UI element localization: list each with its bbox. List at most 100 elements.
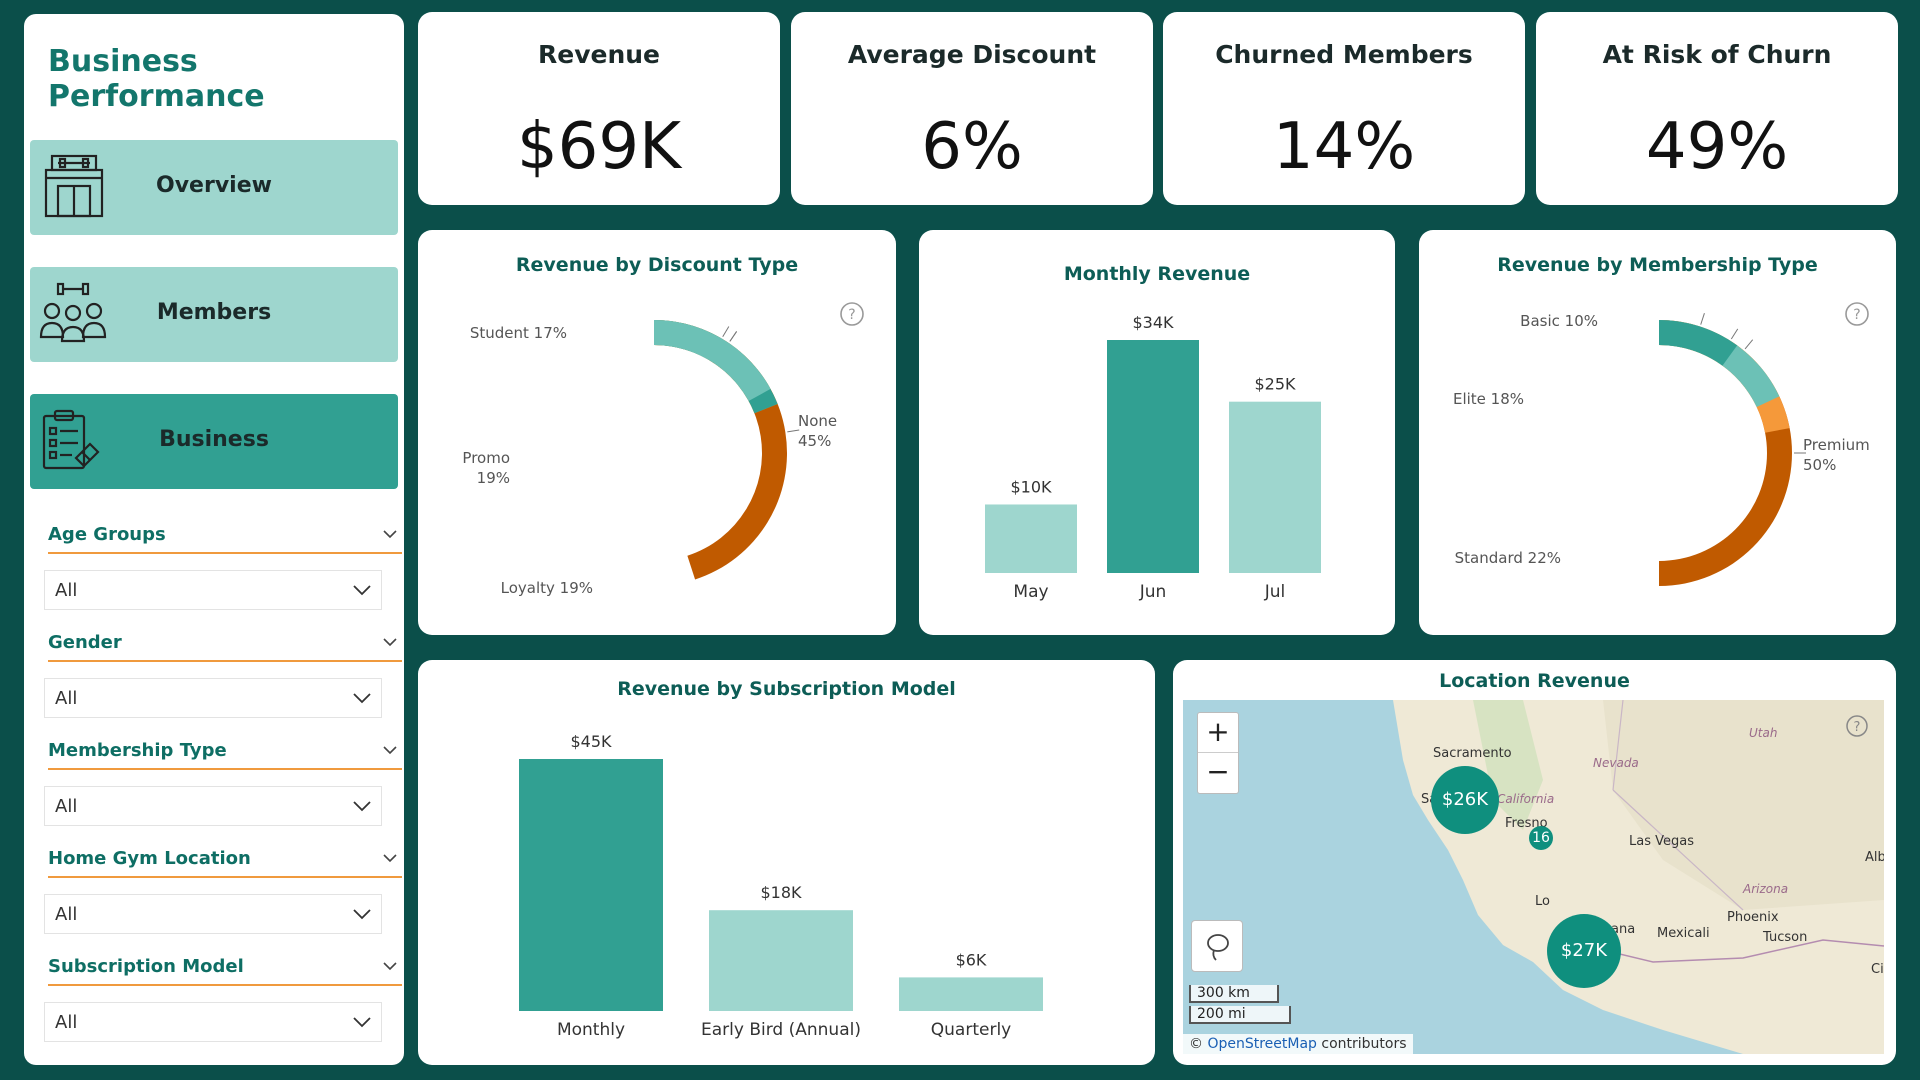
kpi-value: 14% <box>1272 110 1416 184</box>
filter-age-groups-select[interactable]: All <box>44 570 382 610</box>
svg-text:?: ? <box>848 307 855 323</box>
attribution-prefix: © <box>1189 1036 1203 1052</box>
category-axis-label: Monthly <box>557 1020 625 1040</box>
chevron-down-icon <box>383 638 397 647</box>
zoom-out-button[interactable]: − <box>1206 755 1230 788</box>
bar-quarterly[interactable] <box>899 977 1043 1011</box>
subscription-model-chart-card: Revenue by Subscription Model $45K Monthl… <box>418 660 1155 1065</box>
filter-gender-select[interactable]: All <box>44 678 382 718</box>
donut-data-label: Elite 18% <box>1453 390 1524 408</box>
bar-data-label: $6K <box>956 950 987 969</box>
members-icon <box>39 282 107 343</box>
donut-data-label: Premium 50% <box>1803 436 1870 474</box>
bar-early-bird-annual-[interactable] <box>709 910 853 1011</box>
filter-subscription-model-header[interactable]: Subscription Model <box>48 956 402 986</box>
zoom-in-button[interactable]: + <box>1198 713 1238 753</box>
membership-donut-chart: Premium 50% Standard 22% Elite 18% Basic 10% <box>1453 312 1870 586</box>
nav-business-button[interactable]: Business <box>30 394 398 489</box>
svg-text:?: ? <box>1853 307 1860 323</box>
chevron-down-icon <box>353 1017 371 1028</box>
map-region-label: Nevada <box>1593 756 1639 770</box>
chart-title: Monthly Revenue <box>1063 263 1251 285</box>
donut-data-label: Student 17% <box>470 324 567 342</box>
filter-membership-type-label: Membership Type <box>48 740 227 761</box>
donut-slice-student[interactable] <box>654 320 771 401</box>
chevron-down-icon <box>353 585 371 596</box>
leader-line <box>729 331 738 342</box>
filter-subscription-model-label: Subscription Model <box>48 956 244 977</box>
donut-slice-basic[interactable] <box>1659 320 1738 366</box>
filter-membership-type-header[interactable]: Membership Type <box>48 740 402 770</box>
donut-data-label: Basic 10% <box>1520 312 1598 330</box>
donut-data-label: Promo 19% <box>462 449 510 487</box>
filter-age-groups-label: Age Groups <box>48 524 166 545</box>
chevron-down-icon <box>383 854 397 863</box>
category-axis-label: May <box>1013 582 1048 602</box>
leader-line <box>1700 313 1705 325</box>
chart-title: Revenue by Discount Type <box>515 254 799 276</box>
discount-donut-chart: None 45% Loyalty 19% Promo 19% Student 17% <box>462 320 837 597</box>
map-region-label: Arizona <box>1743 882 1789 896</box>
leader-line <box>722 326 730 338</box>
kpi-average-discount-card: Average Discount 6% <box>791 12 1153 205</box>
map-bubble-26k[interactable]: $26K <box>1431 766 1499 834</box>
help-icon[interactable]: ? <box>1843 300 1871 328</box>
map-zoom-controls: + − <box>1197 712 1239 794</box>
nav-overview-label: Overview <box>156 173 272 198</box>
bar-jun[interactable] <box>1107 340 1199 573</box>
filter-gender-header[interactable]: Gender <box>48 632 402 662</box>
kpi-at-risk-of-churn-card: At Risk of Churn 49% <box>1536 12 1898 205</box>
filter-age-groups-value: All <box>55 580 78 601</box>
subscription-bar-chart: $45K Monthly $18K Early Bird (Annual) $6K Qua… <box>519 732 1043 1040</box>
filter-subscription-model-select[interactable]: All <box>44 1002 382 1042</box>
attribution-suffix: contributors <box>1321 1036 1407 1052</box>
chevron-down-icon <box>353 909 371 920</box>
filter-home-gym-location-header[interactable]: Home Gym Location <box>48 848 402 878</box>
nav-overview-button[interactable]: Overview <box>30 140 398 235</box>
kpi-churned-members-card: Churned Members 14% <box>1163 12 1525 205</box>
chevron-down-icon <box>383 530 397 539</box>
bar-data-label: $45K <box>570 732 612 751</box>
map-bubble-16[interactable]: 16 <box>1529 826 1553 850</box>
map-canvas[interactable]: Sacramento San Fresno Las Vegas Phoenix … <box>1183 700 1884 1054</box>
map-place-label: Las Vegas <box>1629 834 1694 849</box>
help-icon[interactable]: ? <box>838 300 866 328</box>
filter-home-gym-location-select[interactable]: All <box>44 894 382 934</box>
gym-building-icon <box>44 154 104 218</box>
leader-line <box>1744 339 1754 350</box>
chart-title: Revenue by Membership Type <box>1497 254 1818 276</box>
map-place-label: Mexicali <box>1657 926 1710 941</box>
help-icon[interactable]: ? <box>1843 712 1871 740</box>
business-clipboard-icon <box>42 409 100 470</box>
category-axis-label: Quarterly <box>931 1020 1011 1040</box>
map-region-label: Utah <box>1749 726 1778 740</box>
map-place-label: Phoenix <box>1727 910 1779 925</box>
filter-home-gym-location-value: All <box>55 904 78 925</box>
chart-title: Revenue by Subscription Model <box>617 678 956 700</box>
nav-members-button[interactable]: Members <box>30 267 398 362</box>
lasso-select-button[interactable] <box>1191 920 1243 972</box>
filter-age-groups-header[interactable]: Age Groups <box>48 524 402 554</box>
nav-business-label: Business <box>159 427 269 452</box>
chart-title: Location Revenue <box>1439 670 1630 692</box>
map-bubble-27k[interactable]: $27K <box>1547 914 1621 988</box>
bar-data-label: $34K <box>1132 313 1174 332</box>
donut-data-label: Loyalty 19% <box>501 579 593 597</box>
kpi-title: At Risk of Churn <box>1602 40 1832 69</box>
bar-data-label: $18K <box>760 883 802 902</box>
openstreetmap-link[interactable]: OpenStreetMap <box>1207 1036 1317 1052</box>
kpi-title: Churned Members <box>1215 40 1473 69</box>
bar-jul[interactable] <box>1229 401 1321 573</box>
filter-membership-type-value: All <box>55 796 78 817</box>
bar-monthly[interactable] <box>519 759 663 1011</box>
filter-membership-type-select[interactable]: All <box>44 786 382 826</box>
donut-data-label: Standard 22% <box>1455 549 1561 567</box>
kpi-revenue-card: Revenue $69K <box>418 12 780 205</box>
map-attribution: © OpenStreetMap contributors <box>1183 1034 1413 1054</box>
bar-may[interactable] <box>985 504 1077 573</box>
bar-data-label: $25K <box>1254 375 1296 394</box>
chevron-down-icon <box>383 962 397 971</box>
leader-line <box>787 429 800 433</box>
map-place-label: ana <box>1611 922 1636 937</box>
map-place-label: Alb <box>1865 850 1884 865</box>
